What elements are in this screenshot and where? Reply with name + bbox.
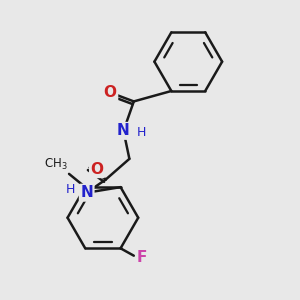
- Text: O: O: [104, 85, 117, 100]
- Text: N: N: [117, 123, 130, 138]
- Text: F: F: [137, 250, 147, 265]
- Text: CH$_3$: CH$_3$: [44, 156, 68, 172]
- Text: H: H: [65, 183, 75, 196]
- Text: O: O: [91, 162, 103, 177]
- Text: H: H: [137, 126, 146, 139]
- Text: N: N: [80, 185, 93, 200]
